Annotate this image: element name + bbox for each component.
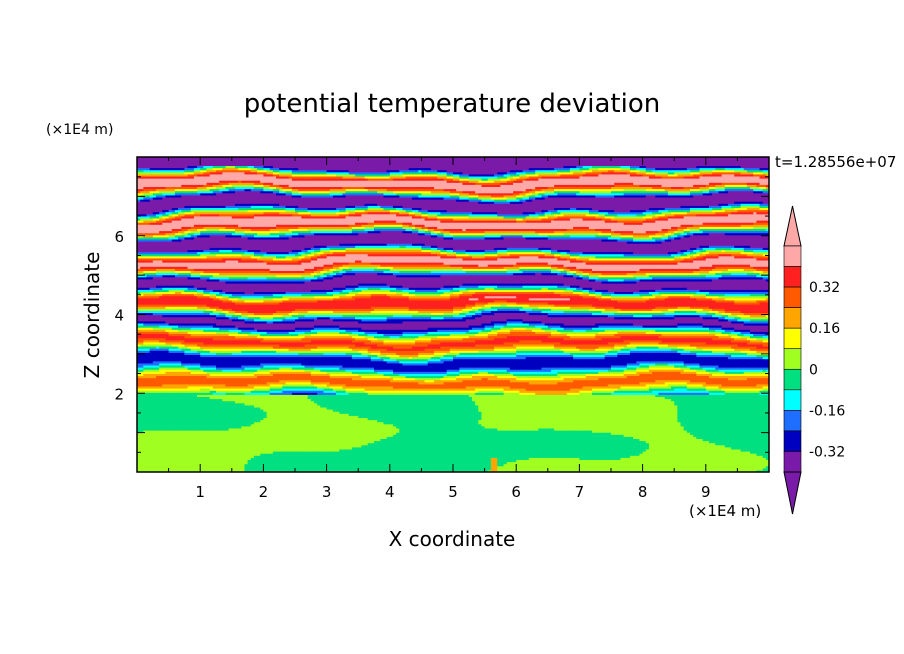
time-label: t=1.28556e+07	[775, 153, 896, 171]
heatmap-field	[137, 157, 770, 473]
chart-title: potential temperature deviation	[244, 89, 660, 119]
y-unit-label: (×1E4 m)	[46, 122, 113, 138]
